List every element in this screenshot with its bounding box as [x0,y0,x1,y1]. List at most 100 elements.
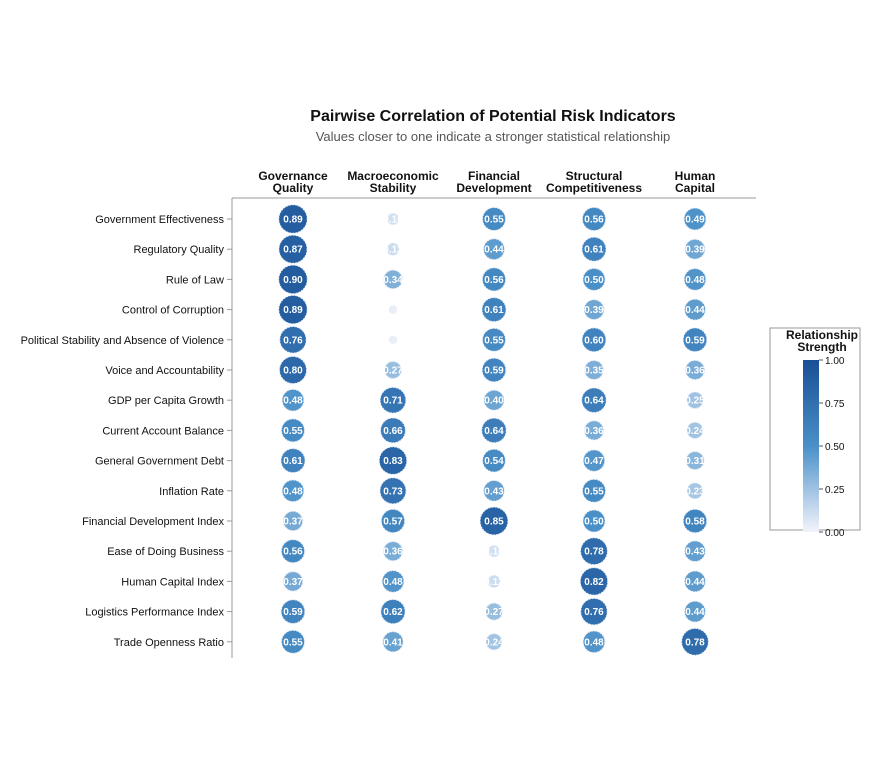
cell-circle [380,598,406,625]
cell-value: 0.48 [383,577,403,588]
cell-circle [684,238,706,260]
cell-circle [582,449,606,472]
cell-circle [581,478,607,503]
cell-value: 0.73 [383,486,403,497]
cell-circle [481,267,507,292]
correlation-cell: 0.55 [481,327,507,352]
cell-value: 0.44 [685,577,705,588]
cell-circle [381,570,405,593]
correlation-cell: 0.90 [278,264,308,295]
correlation-cell: 0.12 [484,574,504,589]
cell-circle [583,299,605,321]
correlation-cell: 0.78 [681,627,709,656]
cell-value: 0.64 [484,426,504,437]
correlation-cell: 0.27 [484,602,504,621]
correlation-cell: 0.36 [583,420,605,441]
correlation-cell: 0.48 [281,388,305,412]
cell-value: 0.61 [484,305,504,316]
legend-tick-label: 0.75 [825,399,845,410]
cell-circle [380,417,406,444]
cell-circle [483,389,505,411]
cell-value: 0.44 [685,607,705,618]
cell-value: 0.48 [283,486,303,497]
correlation-cell: 0.59 [682,327,708,353]
correlation-cell: 0.50 [582,509,606,533]
chart-subtitle: Values closer to one indicate a stronger… [316,129,671,144]
cell-circle [686,421,704,440]
cell-circle [579,567,609,596]
row-label: Logistics Performance Index [85,607,224,619]
column-label: Stability [370,181,417,195]
cell-value: 0.36 [584,426,604,437]
correlation-cell: 0.87 [278,234,308,264]
chart-title: Pairwise Correlation of Potential Risk I… [310,108,676,125]
correlation-cell: 0.55 [280,418,306,443]
cell-value: 0.36 [685,366,705,377]
cell-value: 0.56 [283,547,303,558]
cell-value: 0.62 [383,607,403,618]
row-label: Current Account Balance [102,425,224,437]
cell-value: 0.56 [584,215,604,226]
cell-value: 0.59 [484,366,504,377]
cell-value: 0.43 [484,486,504,497]
cell-value: 0.41 [383,637,403,648]
cell-value: 0.83 [383,456,403,467]
cell-value: 0.27 [484,607,504,618]
correlation-cell: 0.80 [278,355,308,385]
cell-value: 0.80 [283,366,303,377]
cell-circle [581,387,607,414]
cell-value: 0.90 [283,275,303,286]
cell-circle [382,541,404,562]
cell-circle [278,355,308,385]
correlation-cells: 0.89 0.10 0.55 0.56 0.49 0.87 0.12 0.44 0.61 0.39… [278,204,709,656]
correlation-cell: 0.36 [382,541,404,562]
correlation-cell: 0.48 [582,630,606,654]
correlation-cell: 0.76 [580,597,608,626]
cell-circle [583,420,605,441]
cell-value: 0.48 [283,396,303,407]
correlation-cell: 0.76 [279,326,307,354]
cell-circle [581,236,607,262]
correlation-cell: 0.40 [483,389,505,411]
cell-circle [582,630,606,654]
correlation-cell: 0.66 [380,417,406,444]
cell-circle [682,508,708,534]
cell-circle [487,544,501,558]
correlation-cell: 0.60 [581,327,607,353]
cell-circle [382,631,404,653]
correlation-cell: 0.43 [483,479,505,502]
cell-circle [487,574,501,589]
column-label: Financial [468,169,520,183]
cell-circle [481,297,507,323]
legend-title: Relationship [786,328,858,342]
cell-circle [481,417,507,444]
cell-value: 0.10 [484,547,504,558]
row-label: Political Stability and Absence of Viole… [21,335,224,347]
correlation-cell: 0.44 [684,600,706,623]
correlation-cell: 0.10 [383,212,403,226]
cell-circle [681,627,709,656]
cell-value: 0.37 [283,577,303,588]
cell-value: 0.56 [484,275,504,286]
correlation-cell: 0.73 [379,477,407,505]
correlation-cell: 0.82 [579,567,609,596]
cell-value: 0.61 [283,456,303,467]
correlation-cell: 0.64 [581,387,607,414]
cell-value: 0.71 [383,396,403,407]
row-label: GDP per Capita Growth [108,395,224,407]
cell-circle [683,207,707,231]
correlation-cell: 0.48 [281,479,305,503]
cell-circle [278,264,308,295]
row-labels: Government Effectiveness Regulatory Quali… [21,214,232,649]
correlation-cell: 0.55 [481,206,507,232]
correlation-cell: 0.56 [581,206,607,232]
legend-color-bar [803,360,819,532]
cell-circle [280,539,306,564]
cell-value: 0.89 [283,305,303,316]
correlation-cell: 0.44 [684,570,706,593]
legend-tick-label: 0.25 [825,485,845,496]
row-label: Government Effectiveness [95,214,224,226]
cell-circle [278,204,308,234]
cell-circle [582,267,606,291]
